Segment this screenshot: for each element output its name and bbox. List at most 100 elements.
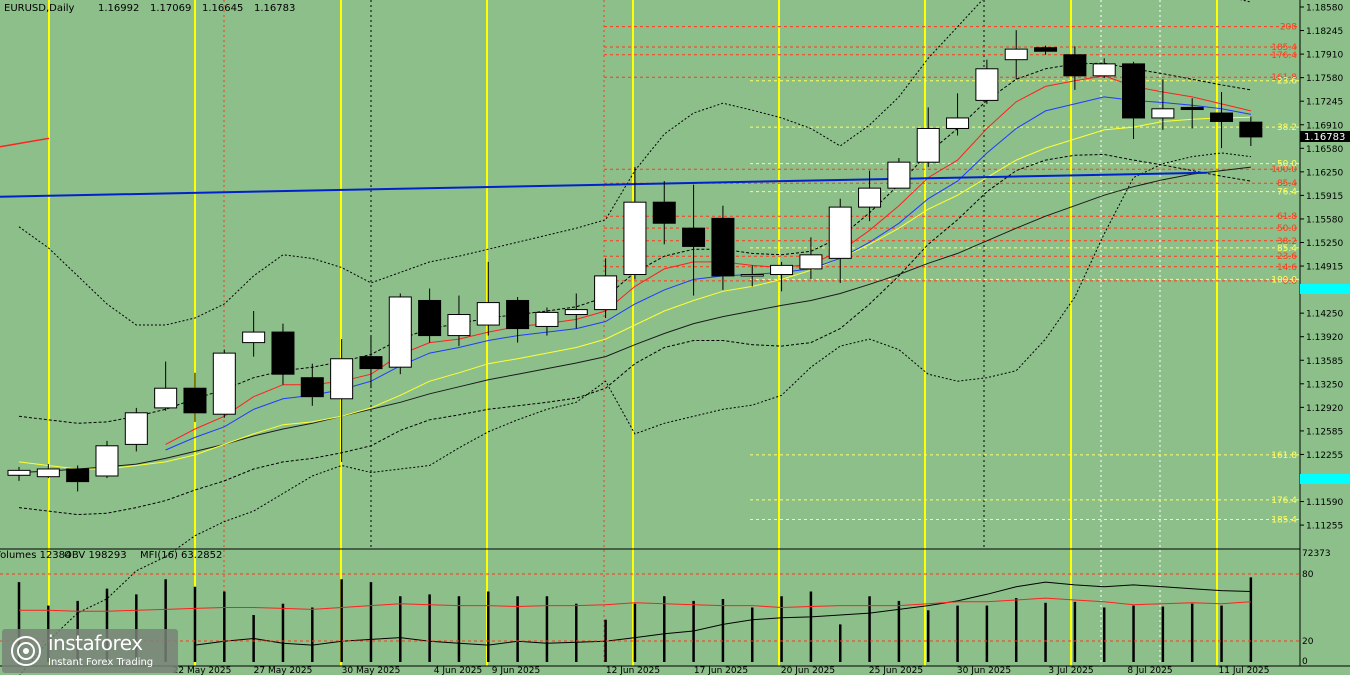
candle-bear bbox=[1210, 112, 1234, 122]
fib-label-yellow: 176.4 bbox=[1271, 496, 1297, 506]
date-axis: 22 May 2025 27 May 2025 30 May 2025 4 Jun 2… bbox=[173, 666, 1270, 675]
fib-label-red: 85.4 bbox=[1277, 179, 1297, 189]
date-tick-label: 9 Jun 2025 bbox=[492, 666, 540, 675]
price-tick-label: 1.17245 bbox=[1306, 98, 1343, 108]
price-tick-label: 1.14250 bbox=[1306, 310, 1343, 320]
obv-line bbox=[19, 597, 1251, 612]
candle-bull bbox=[330, 358, 354, 400]
candle-bull bbox=[1004, 48, 1028, 61]
trend-line-red bbox=[0, 137, 50, 148]
date-tick-label: 8 Jul 2025 bbox=[1127, 666, 1172, 675]
fib-label-yellow: 38.2 bbox=[1277, 123, 1297, 133]
candle-bear bbox=[300, 377, 324, 398]
ma-yellow bbox=[18, 116, 1251, 470]
candle-bull bbox=[95, 445, 119, 477]
candle-bear bbox=[359, 356, 383, 370]
indicator-lines: 72373 80 20 0 bbox=[0, 549, 1331, 667]
candle-bull bbox=[916, 127, 940, 163]
price-tick-label: 1.12255 bbox=[1306, 451, 1343, 461]
chart-symbol: EURUSD,Daily bbox=[4, 3, 75, 14]
fib-label-red: 61.8 bbox=[1277, 212, 1297, 222]
price-tick-label: 1.17910 bbox=[1306, 51, 1343, 61]
candle-bear bbox=[1034, 47, 1058, 52]
candle-bull bbox=[36, 468, 60, 478]
candle-bull bbox=[594, 275, 618, 311]
date-tick-label: 11 Jul 2025 bbox=[1219, 666, 1270, 675]
price-tick-label: 1.16910 bbox=[1306, 121, 1343, 131]
fib-label-red: 176.4 bbox=[1271, 51, 1297, 61]
current-price-marker bbox=[1300, 131, 1350, 142]
candle-bull bbox=[623, 201, 647, 275]
indicator-tick-label: 72373 bbox=[1302, 549, 1331, 559]
fib-label-red: 100.0 bbox=[1271, 165, 1297, 175]
candle-bear bbox=[271, 331, 295, 375]
candle-bull bbox=[124, 412, 148, 445]
price-tag-cyan bbox=[1300, 474, 1350, 484]
price-tick-label: 1.11255 bbox=[1306, 522, 1343, 532]
volume-bars bbox=[17, 577, 1253, 662]
current-price-label: 1.16783 bbox=[1304, 132, 1345, 143]
indicator-tick-label: 20 bbox=[1302, 637, 1314, 647]
trend-lines bbox=[0, 137, 1207, 198]
date-tick-label: 25 Jun 2025 bbox=[869, 666, 923, 675]
fib-label-red: 14.6 bbox=[1277, 263, 1297, 273]
indicator-mfi: MFI(16) 63.2852 bbox=[140, 550, 222, 561]
candle-bull bbox=[740, 274, 764, 277]
candle-bear bbox=[1239, 121, 1263, 138]
price-tick-label: 1.15915 bbox=[1306, 192, 1343, 202]
candle-bear bbox=[418, 299, 442, 337]
candle-bear bbox=[1122, 63, 1146, 119]
indicator-volumes: Volumes 12384 bbox=[0, 550, 71, 561]
candle-bear bbox=[652, 201, 676, 224]
trend-line-blue bbox=[0, 171, 1207, 198]
price-tick-label: 1.12585 bbox=[1306, 427, 1343, 437]
ohlc-open: 1.16992 bbox=[98, 3, 139, 14]
ohlc-close: 1.16783 bbox=[254, 3, 295, 14]
candle-bull bbox=[242, 331, 266, 344]
fib-label-red: 50.0 bbox=[1277, 224, 1297, 234]
candle-bull bbox=[7, 469, 31, 476]
date-tick-label: 30 May 2025 bbox=[342, 666, 401, 675]
price-tick-label: 1.18245 bbox=[1306, 27, 1343, 37]
date-tick-label: 4 Jun 2025 bbox=[434, 666, 482, 675]
fib-label-red: 185.4 bbox=[1271, 43, 1297, 53]
candle-bear bbox=[183, 387, 207, 414]
candle-bull bbox=[447, 314, 471, 337]
date-tick-label: 12 Jun 2025 bbox=[606, 666, 660, 675]
price-tick-label: 1.12920 bbox=[1306, 404, 1343, 414]
candle-bull bbox=[858, 187, 882, 208]
fib-label-red: 161.8 bbox=[1271, 73, 1297, 83]
fib-label-red: 38.2 bbox=[1277, 237, 1297, 247]
candlesticks bbox=[7, 30, 1263, 492]
candle-bear bbox=[506, 299, 530, 330]
candle-bull bbox=[887, 161, 911, 189]
date-tick-label: 20 Jun 2025 bbox=[781, 666, 835, 675]
price-tick-label: 1.11590 bbox=[1306, 498, 1343, 508]
price-tick-label: 1.16580 bbox=[1306, 145, 1343, 155]
fib-label-red: 23.6 bbox=[1277, 252, 1297, 262]
watermark-brand: instaforex bbox=[48, 631, 143, 655]
candle-bear bbox=[1180, 106, 1204, 111]
price-tick-label: 1.17580 bbox=[1306, 74, 1343, 84]
price-tick-label: 1.13250 bbox=[1306, 380, 1343, 390]
candle-bull bbox=[799, 254, 823, 270]
instaforex-watermark: instaforex Instant Forex Trading bbox=[2, 629, 178, 673]
fib-label-red: 0.0 bbox=[1283, 277, 1298, 287]
indicator-tick-label: 80 bbox=[1302, 570, 1314, 580]
fib-label-yellow: 185.4 bbox=[1271, 516, 1297, 526]
price-tag-cyan bbox=[1300, 284, 1350, 294]
fib-label-yellow: 76.4 bbox=[1277, 188, 1297, 198]
candle-bear bbox=[66, 468, 90, 483]
candle-bull bbox=[770, 264, 794, 276]
price-tick-label: 1.14915 bbox=[1306, 263, 1343, 273]
instaforex-logo-icon bbox=[11, 636, 41, 666]
candle-bull bbox=[212, 352, 236, 415]
candle-bull bbox=[828, 206, 852, 259]
bollinger-lower bbox=[19, 152, 1251, 675]
fib-label-yellow: 100.0 bbox=[1271, 275, 1297, 285]
fib-label-yellow: 161.8 bbox=[1271, 451, 1297, 461]
fib-label-yellow: 85.4 bbox=[1277, 244, 1297, 254]
fib-label-red: 208 bbox=[1280, 23, 1297, 33]
